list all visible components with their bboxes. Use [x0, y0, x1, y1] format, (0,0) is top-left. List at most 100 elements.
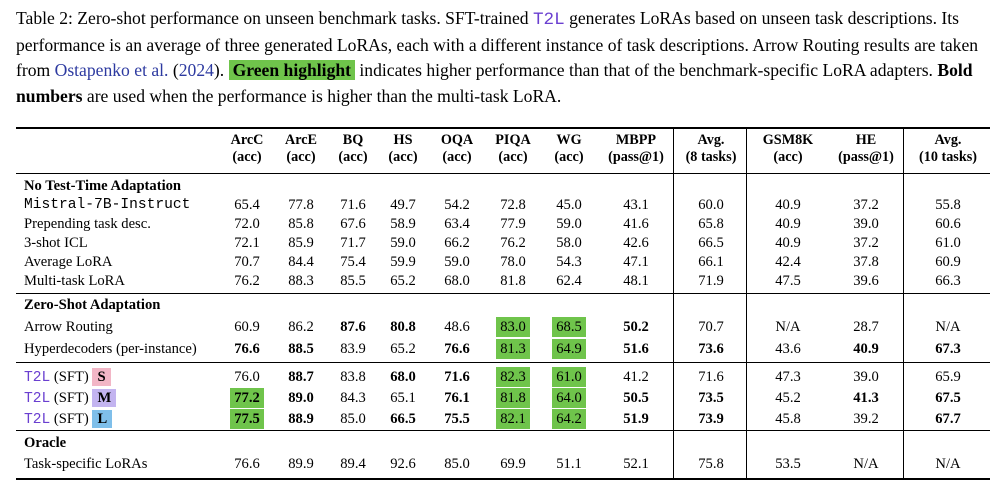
- table-cell: 73.6: [698, 341, 724, 357]
- table-cell: 69.9: [500, 456, 526, 472]
- column-header: BQ (acc): [338, 132, 368, 165]
- table-cell: 85.9: [288, 235, 314, 251]
- table-cell: 39.0: [853, 216, 879, 232]
- column-header: HS (acc): [388, 132, 418, 165]
- column-header: PIQA (acc): [495, 132, 531, 165]
- table-cell: 68.0: [390, 369, 416, 385]
- table-cell: 77.9: [500, 216, 526, 232]
- table-cell: 89.9: [288, 456, 314, 472]
- row-label: Average LoRA: [24, 254, 113, 270]
- row-label: Multi-task LoRA: [24, 273, 125, 289]
- size-badge-m: M: [92, 389, 117, 407]
- caption-text: Table 2: Zero-shot performance on unseen…: [16, 8, 533, 28]
- table-cell: 71.6: [444, 369, 470, 385]
- table-row: T2L (SFT) S 76.0 88.7 83.8 68.0 71.6 82.3 61.0…: [0, 367, 998, 387]
- column-header: Avg. (10 tasks): [919, 132, 977, 165]
- table-cell: 85.0: [444, 456, 470, 472]
- table-cell: 83.0: [483, 317, 543, 337]
- table-cell: 85.8: [288, 216, 314, 232]
- table-cell: 81.8: [483, 388, 543, 408]
- table-cell: N/A: [935, 456, 961, 472]
- table-cell: 60.0: [698, 197, 724, 213]
- table-cell: 88.3: [288, 273, 314, 289]
- table-cell: 59.9: [390, 254, 416, 270]
- table-cell: 40.9: [775, 197, 801, 213]
- row-label: T2L (SFT) M: [24, 388, 117, 409]
- bottom-rule: [16, 478, 990, 480]
- table-cell: 59.0: [556, 216, 582, 232]
- table-cell: 75.5: [444, 411, 470, 427]
- table-caption: Table 2: Zero-shot performance on unseen…: [16, 6, 988, 109]
- table-cell: 77.5: [217, 409, 277, 429]
- table-row: 3-shot ICL 72.1 85.9 71.7 59.0 66.2 76.2 58.0 4…: [0, 233, 998, 253]
- table-cell: 71.6: [340, 197, 366, 213]
- table-cell: 84.3: [340, 390, 366, 406]
- table-cell: 37.2: [853, 235, 879, 251]
- caption-text: (: [168, 60, 179, 81]
- column-divider: [673, 129, 674, 478]
- table-row: Task-specific LoRAs 76.6 89.9 89.4 92.6 85.0…: [0, 454, 998, 474]
- table-cell: 66.3: [935, 273, 961, 289]
- row-label: T2L (SFT) S: [24, 367, 111, 388]
- table-cell: 64.2: [539, 409, 599, 429]
- table-cell: 88.9: [288, 411, 314, 427]
- table-cell: 70.7: [698, 319, 724, 335]
- table-cell: 65.8: [698, 216, 724, 232]
- table-cell: 64.0: [539, 388, 599, 408]
- table-cell: 65.2: [390, 341, 416, 357]
- table-cell: 71.7: [340, 235, 366, 251]
- table-cell: 80.8: [390, 319, 416, 335]
- column-header: Avg. (8 tasks): [685, 132, 737, 165]
- row-label: Task-specific LoRAs: [24, 456, 148, 472]
- table-cell: 42.6: [623, 235, 649, 251]
- table-cell: 84.4: [288, 254, 314, 270]
- table-cell: 89.0: [288, 390, 314, 406]
- table-cell: 77.2: [217, 388, 277, 408]
- section-rule: [16, 430, 990, 431]
- table-cell: 58.0: [556, 235, 582, 251]
- row-label: Prepending task desc.: [24, 216, 151, 232]
- table-cell: 54.2: [444, 197, 470, 213]
- column-header: HE (pass@1): [838, 132, 894, 165]
- table-cell: 72.1: [234, 235, 260, 251]
- table-cell: 50.5: [623, 390, 649, 406]
- section-rule: [16, 362, 990, 363]
- citation-year-link[interactable]: 2024: [178, 60, 214, 81]
- table-cell: 41.3: [853, 390, 879, 406]
- table-cell: N/A: [775, 319, 801, 335]
- table-cell: 78.0: [500, 254, 526, 270]
- table-cell: 68.5: [539, 317, 599, 337]
- caption-text: ).: [213, 60, 229, 81]
- table-cell: 49.7: [390, 197, 416, 213]
- column-header: WG (acc): [554, 132, 584, 165]
- table-cell: 51.1: [556, 456, 582, 472]
- bold-numbers-legend: Bold numbers: [16, 60, 973, 106]
- table-cell: 72.8: [500, 197, 526, 213]
- table-row: Hyperdecoders (per-instance) 76.6 88.5 83.…: [0, 339, 998, 359]
- table-cell: 71.6: [698, 369, 724, 385]
- table-cell: 67.6: [340, 216, 366, 232]
- column-header: ArcE (acc): [284, 132, 318, 165]
- table-cell: 67.5: [935, 390, 961, 406]
- table-cell: 43.1: [623, 197, 649, 213]
- table-cell: 60.9: [935, 254, 961, 270]
- table-cell: 59.0: [390, 235, 416, 251]
- table-cell: 54.3: [556, 254, 582, 270]
- table-cell: 53.5: [775, 456, 801, 472]
- size-badge-l: L: [92, 410, 113, 428]
- table-cell: 65.2: [390, 273, 416, 289]
- table-row: Arrow Routing 60.9 86.2 87.6 80.8 48.6 83.0 68…: [0, 317, 998, 337]
- citation-link[interactable]: Ostapenko et al.: [54, 60, 169, 81]
- table-cell: 60.9: [234, 319, 260, 335]
- table-cell: 41.2: [623, 369, 649, 385]
- caption-text: are used when the performance is higher …: [82, 85, 562, 106]
- table-cell: 61.0: [935, 235, 961, 251]
- table-row: T2L (SFT) M 77.2 89.0 84.3 65.1 76.1 81.8 64.0…: [0, 388, 998, 408]
- table-cell: 76.6: [234, 456, 260, 472]
- table-cell: 66.5: [698, 235, 724, 251]
- table-cell: 76.2: [234, 273, 260, 289]
- table-cell: 66.5: [390, 411, 416, 427]
- table-cell: N/A: [853, 456, 879, 472]
- table-cell: 65.4: [234, 197, 260, 213]
- table-cell: 76.1: [444, 390, 470, 406]
